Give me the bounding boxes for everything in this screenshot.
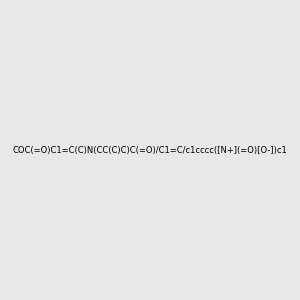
Text: COC(=O)C1=C(C)N(CC(C)C)C(=O)/C1=C/c1cccc([N+](=O)[O-])c1: COC(=O)C1=C(C)N(CC(C)C)C(=O)/C1=C/c1cccc…: [13, 146, 287, 154]
